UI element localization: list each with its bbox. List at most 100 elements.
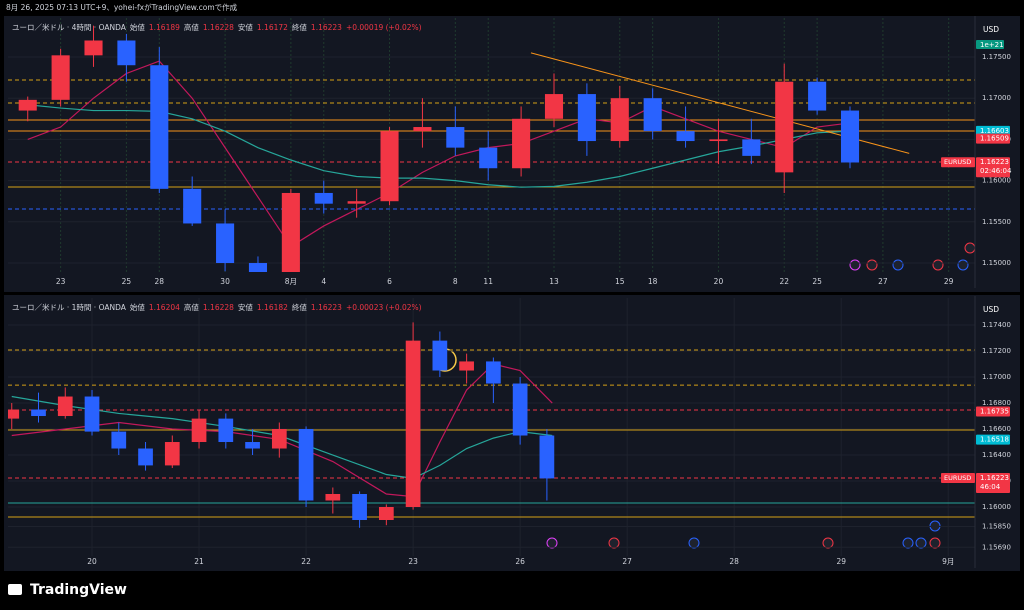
candle-body: [610, 98, 629, 142]
y-tick-label: 1.17200: [982, 347, 1011, 355]
x-tick-label: 4: [321, 277, 326, 286]
x-tick-label: 29: [944, 277, 954, 286]
symbol-tag: EURUSD: [944, 474, 971, 482]
legend-high: 1.16228: [203, 23, 234, 32]
candle-body: [8, 409, 20, 419]
candle-body: [298, 429, 314, 501]
candle-body: [544, 94, 564, 119]
x-tick-label: 27: [622, 557, 632, 566]
logo: [8, 584, 22, 595]
x-tick-label: 11: [483, 277, 493, 286]
legend-low-label: 安値: [238, 22, 253, 32]
y-tick-label: 1.15690: [982, 543, 1011, 551]
candle-body: [775, 81, 794, 173]
candle-body: [150, 65, 169, 189]
badge-bg: [976, 40, 1004, 49]
legend-open-label: 始値: [130, 22, 145, 32]
candle-body: [577, 94, 596, 142]
x-tick-label: 30: [220, 277, 230, 286]
y-tick-label: 1.17000: [982, 94, 1011, 102]
legend-low: 1.16172: [257, 23, 288, 32]
price-tag-bg: [976, 406, 1010, 417]
countdown: 02:46:04: [980, 167, 1012, 175]
candle-body: [512, 383, 528, 436]
candle-body: [218, 418, 234, 443]
candle-body: [245, 442, 260, 449]
caption: 8月 26, 2025 07:13 UTC+9、yohei-fxがTrading…: [6, 2, 238, 12]
symbol-tag-bg: [941, 157, 975, 168]
candle-body: [352, 494, 367, 520]
candle-body: [117, 40, 136, 66]
y-tick-label: 1.16000: [982, 503, 1011, 511]
legend-change: +0.00023 (+0.02%): [346, 303, 422, 312]
y-tick-label: 1.15850: [982, 522, 1011, 530]
candle-body: [347, 201, 366, 204]
x-tick-label: 23: [408, 557, 418, 566]
x-tick-label: 26: [515, 557, 525, 566]
legend-close-label: 終値: [292, 302, 307, 312]
candle-body: [31, 409, 46, 417]
x-tick-label: 18: [648, 277, 658, 286]
candle-body: [138, 448, 153, 466]
candle-body: [446, 127, 465, 148]
countdown: 46:04: [980, 483, 1001, 491]
candle-body: [459, 361, 474, 371]
x-tick-label: 28: [155, 277, 165, 286]
legend: ユーロ／米ドル · 4時間 · OANDA 始値 1.16189 高値 1.16228 安…: [12, 22, 422, 32]
candle-body: [18, 99, 37, 111]
legend-low-label: 安値: [238, 302, 253, 312]
candle-body: [216, 223, 235, 264]
plot: [8, 298, 975, 556]
candle-body: [413, 127, 432, 132]
price-tag-bg: [976, 157, 1010, 178]
legend-title: ユーロ／米ドル · 4時間 · OANDA: [12, 22, 127, 32]
x-tick-label: 13: [549, 277, 559, 286]
candle-body: [111, 431, 127, 449]
brand: TradingView: [30, 582, 127, 598]
candle-body: [191, 418, 207, 443]
badge: 1e+21: [980, 41, 1004, 49]
candle-body: [486, 361, 501, 384]
candle-body: [57, 396, 73, 417]
x-tick-label: 25: [122, 277, 132, 286]
price-tag: 1.16603: [980, 127, 1009, 135]
candle-body: [271, 429, 287, 449]
x-tick-label: 20: [714, 277, 724, 286]
currency: USD: [983, 25, 999, 34]
price-tag-bg: [976, 133, 1010, 144]
candle-body: [479, 147, 498, 169]
candle-body: [378, 506, 394, 520]
y-tick-label: 1.15000: [982, 259, 1011, 267]
x-tick-label: 15: [615, 277, 625, 286]
events-top: [849, 242, 976, 271]
y-tick-label: 1.17000: [982, 373, 1011, 381]
x-tick-label: 27: [878, 277, 888, 286]
candle-body: [643, 98, 662, 132]
x-tick-label: 21: [194, 557, 204, 566]
legend-close-label: 終値: [292, 22, 307, 32]
x-tick-label: 22: [301, 557, 311, 566]
price-tag: 1.16223: [980, 158, 1009, 166]
candle-body: [840, 110, 860, 163]
candle-body: [84, 396, 100, 432]
price-tag-bg: [976, 434, 1010, 445]
y-tick-label: 1.15500: [982, 218, 1011, 226]
candle-body: [380, 131, 399, 202]
moving-average: [11, 395, 553, 480]
x-tick-label: 22: [779, 277, 789, 286]
y-tick-label: 1.16400: [982, 451, 1011, 459]
candle-body: [325, 494, 341, 501]
legend-high-label: 高値: [184, 302, 199, 312]
price-tag: 1.16735: [980, 407, 1009, 415]
y-tick-label: 1.16000: [982, 177, 1011, 185]
x-tick-label: 28: [729, 557, 739, 566]
price-tag: 1.16223: [980, 474, 1009, 482]
legend-close: 1.16223: [311, 23, 342, 32]
candle-body: [432, 340, 448, 371]
candle-body: [84, 40, 103, 56]
symbol-tag: EURUSD: [944, 158, 971, 166]
y-tick-label: 1.16600: [982, 425, 1011, 433]
candle-body: [709, 139, 728, 142]
